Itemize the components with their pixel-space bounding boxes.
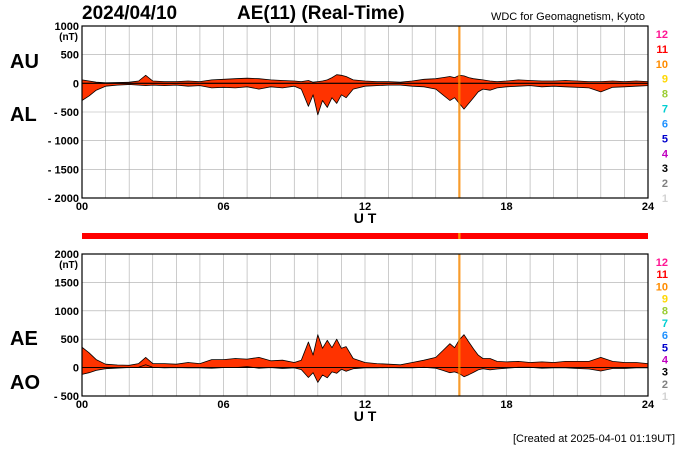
station-count-legend-item: 8 [662, 306, 668, 318]
station-count-legend-item: 5 [662, 342, 668, 354]
ao-label: AO [10, 372, 40, 394]
al-label: AL [10, 104, 37, 126]
x-tick-label: 24 [642, 399, 655, 411]
x-tick-label: 00 [76, 399, 88, 411]
series-area-al [81, 82, 649, 116]
created-timestamp: [Created at 2025-04-01 01:19UT] [512, 433, 675, 445]
y-axis-unit: (nT) [59, 32, 78, 43]
series-area-au [81, 74, 649, 84]
station-count-legend-item: 10 [656, 59, 668, 71]
y-tick-label: - 500 [54, 391, 79, 403]
station-count-legend-item: 7 [662, 104, 668, 116]
source-credit: WDC for Geomagnetism, Kyoto [490, 11, 645, 23]
plot-frame [81, 25, 649, 199]
station-count-legend-item: 11 [656, 269, 668, 281]
y-tick-label: 500 [61, 334, 79, 346]
x-tick-label: 18 [500, 201, 512, 213]
x-tick-label: 06 [217, 399, 229, 411]
station-count-legend-item: 12 [656, 29, 668, 41]
station-count-legend-item: 9 [662, 294, 668, 306]
station-count-legend-item: 2 [662, 379, 668, 391]
au-label: AU [10, 51, 39, 73]
y-tick-label: - 1000 [48, 136, 79, 148]
series-area-ae [81, 334, 649, 368]
station-count-legend-item: 11 [656, 44, 668, 56]
station-count-legend-item: 3 [662, 367, 668, 379]
station-count-legend-item: 5 [662, 133, 668, 145]
station-count-legend-item: 7 [662, 318, 668, 330]
station-count-legend-item: 8 [662, 89, 668, 101]
station-count-legend-item: 1 [662, 193, 668, 205]
station-count-legend-item: 6 [662, 330, 668, 342]
y-tick-label: - 1500 [48, 164, 79, 176]
x-tick-label: 06 [217, 201, 229, 213]
station-count-highlight [458, 26, 461, 198]
index-title: AE(11) (Real-Time) [237, 3, 405, 24]
x-tick-label: 18 [500, 399, 512, 411]
y-tick-label: 0 [73, 363, 79, 375]
y-tick-label: 500 [61, 50, 79, 62]
station-count-legend-item: 4 [662, 148, 669, 160]
station-count-legend-item: 12 [656, 257, 668, 269]
x-tick-label: 12 [359, 201, 371, 213]
station-count-highlight [458, 254, 461, 396]
x-axis-label: U T [354, 408, 377, 424]
station-count-bar-highlight [458, 233, 461, 239]
y-tick-label: 1500 [55, 277, 79, 289]
x-tick-label: 00 [76, 201, 88, 213]
station-count-legend-item: 4 [662, 354, 669, 366]
station-count-legend-item: 6 [662, 118, 668, 130]
y-tick-label: 1000 [55, 306, 79, 318]
station-count-legend-item: 2 [662, 178, 668, 190]
y-tick-label: 2000 [55, 249, 79, 261]
station-count-legend-item: 10 [656, 281, 668, 293]
ae-label: AE [10, 328, 38, 350]
x-axis-label: U T [354, 210, 377, 226]
date-title: 2024/04/10 [82, 3, 178, 24]
plot-frame [81, 253, 649, 397]
station-count-legend-item: 3 [662, 163, 668, 175]
x-tick-label: 24 [642, 201, 655, 213]
y-tick-label: 1000 [55, 21, 79, 33]
station-count-legend-item: 1 [662, 391, 668, 403]
x-tick-label: 12 [359, 399, 371, 411]
y-tick-label: - 500 [54, 107, 79, 119]
y-tick-label: 0 [73, 78, 79, 90]
station-count-bar [82, 233, 648, 239]
y-axis-unit: (nT) [59, 260, 78, 271]
station-count-legend-item: 9 [662, 74, 668, 86]
y-tick-label: - 2000 [48, 193, 79, 205]
